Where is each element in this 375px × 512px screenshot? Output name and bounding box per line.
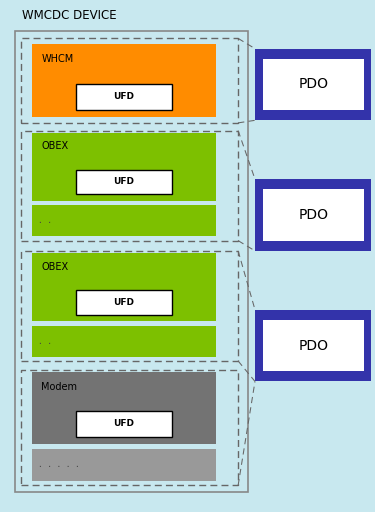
FancyBboxPatch shape xyxy=(255,49,371,120)
FancyBboxPatch shape xyxy=(15,31,248,492)
Text: . .: . . xyxy=(38,337,51,346)
FancyBboxPatch shape xyxy=(262,59,364,110)
FancyBboxPatch shape xyxy=(255,179,371,251)
FancyBboxPatch shape xyxy=(76,290,171,314)
Text: OBEX: OBEX xyxy=(41,262,68,272)
Text: Modem: Modem xyxy=(41,382,77,392)
FancyBboxPatch shape xyxy=(32,253,216,322)
Text: UFD: UFD xyxy=(113,92,134,101)
FancyBboxPatch shape xyxy=(76,83,171,110)
Text: OBEX: OBEX xyxy=(41,141,68,152)
Text: PDO: PDO xyxy=(298,208,328,222)
Text: WHCM: WHCM xyxy=(41,54,74,64)
FancyBboxPatch shape xyxy=(255,310,371,381)
Text: PDO: PDO xyxy=(298,77,328,92)
FancyBboxPatch shape xyxy=(262,320,364,371)
Text: UFD: UFD xyxy=(113,177,134,186)
Text: . . . . .: . . . . . xyxy=(38,460,79,469)
FancyBboxPatch shape xyxy=(262,189,364,241)
FancyBboxPatch shape xyxy=(32,373,216,444)
Text: PDO: PDO xyxy=(298,338,328,353)
Text: UFD: UFD xyxy=(113,419,134,429)
Text: . .: . . xyxy=(38,217,51,225)
FancyBboxPatch shape xyxy=(32,205,216,236)
Text: WMCDC DEVICE: WMCDC DEVICE xyxy=(22,9,117,22)
FancyBboxPatch shape xyxy=(32,133,216,201)
FancyBboxPatch shape xyxy=(32,326,216,356)
Text: UFD: UFD xyxy=(113,297,134,307)
FancyBboxPatch shape xyxy=(32,45,216,117)
FancyBboxPatch shape xyxy=(76,169,171,194)
FancyBboxPatch shape xyxy=(76,411,171,437)
FancyBboxPatch shape xyxy=(32,449,216,481)
